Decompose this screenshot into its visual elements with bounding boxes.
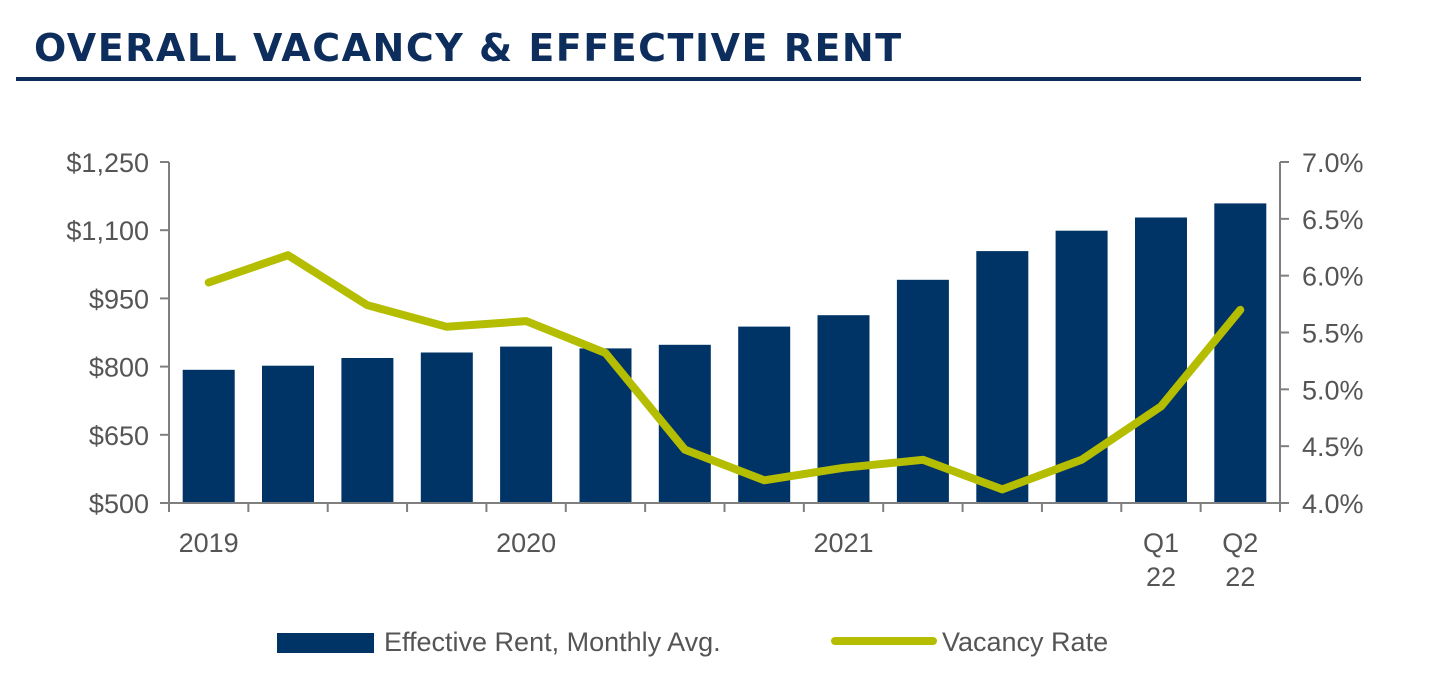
right-axis-tick-label: 4.5% [1302, 432, 1364, 462]
rent-bar [341, 358, 394, 503]
vacancy-rate-line [204, 251, 1245, 494]
right-axis-tick-label: 7.0% [1302, 148, 1364, 178]
left-axis-tick-label: $1,100 [66, 216, 149, 246]
rent-bar [500, 346, 553, 503]
x-axis-tick-label: 22 [1146, 562, 1176, 592]
rent-bar [420, 352, 473, 503]
chart-legend: Effective Rent, Monthly Avg. Vacancy Rate [277, 627, 1108, 657]
legend-swatch-rent [277, 633, 374, 653]
rent-bar [262, 365, 314, 503]
x-axis-tick-label: 2019 [179, 528, 239, 558]
rent-bar [817, 315, 870, 503]
left-axis-tick-label: $1,250 [66, 148, 149, 178]
rent-bar [1214, 203, 1267, 503]
left-axis-tick-label: $800 [89, 353, 149, 383]
right-axis-tick-label: 4.0% [1302, 489, 1364, 519]
line-series [204, 251, 1245, 494]
right-axis-tick-label: 6.0% [1302, 262, 1364, 292]
legend-label-rent: Effective Rent, Monthly Avg. [384, 627, 721, 657]
left-axis-tick-label: $500 [89, 489, 149, 519]
x-axis-tick-label: 2021 [813, 528, 873, 558]
title-underline [16, 77, 1361, 81]
right-axis-tick-label: 5.0% [1302, 375, 1364, 405]
x-axis-tick-label: 2020 [496, 528, 556, 558]
x-axis-tick-label: Q2 [1222, 528, 1258, 558]
right-axis-tick-label: 5.5% [1302, 319, 1364, 349]
rent-bar [1135, 217, 1187, 503]
left-axis-tick-label: $950 [89, 284, 149, 314]
rent-bar [182, 369, 235, 503]
chart-title: OVERALL VACANCY & EFFECTIVE RENT [34, 26, 903, 70]
left-axis-tick-label: $650 [89, 421, 149, 451]
x-axis-tick-label: Q1 [1143, 528, 1179, 558]
x-axis-tick-label: 22 [1225, 562, 1255, 592]
bar-series [182, 203, 1267, 503]
rent-bar [976, 251, 1029, 503]
chart-axes: $500 $650 $800 $950 $1,100 $1,250 4.0% 4.5% 5.0%… [66, 148, 1363, 592]
legend-label-vacancy: Vacancy Rate [942, 627, 1108, 657]
right-axis-tick-label: 6.5% [1302, 205, 1364, 235]
